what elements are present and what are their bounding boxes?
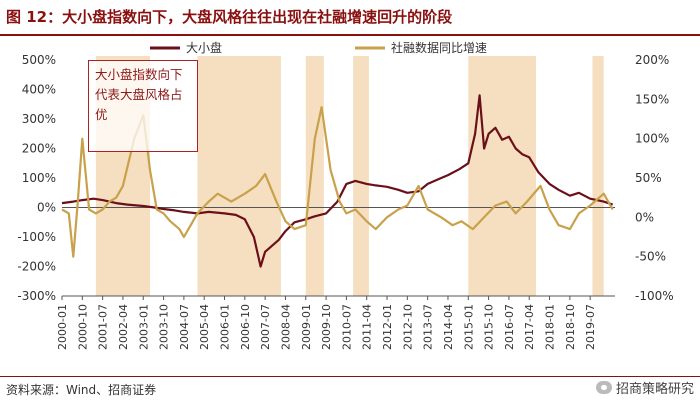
legend-label-2: 社融数据同比增速 bbox=[391, 40, 487, 55]
x-tick-label: 2011-04 bbox=[361, 304, 374, 350]
x-tick-label: 2017-04 bbox=[523, 304, 536, 350]
chart-annotation: 大小盘指数向下代表大盘风格占优 bbox=[88, 60, 198, 152]
x-tick-label: 2016-07 bbox=[503, 304, 516, 350]
x-tick-label: 2007-07 bbox=[259, 304, 272, 350]
x-tick-label: 2013-07 bbox=[422, 304, 435, 350]
page-title: 图 12：大小盘指数向下，大盘风格往往出现在社融增速回升的阶段 bbox=[6, 8, 453, 26]
legend-label-1: 大小盘 bbox=[186, 40, 222, 55]
x-tick-label: 2009-01 bbox=[300, 304, 313, 350]
shaded-period-4 bbox=[468, 56, 536, 296]
x-tick-label: 2010-07 bbox=[340, 304, 353, 350]
wechat-icon bbox=[595, 381, 612, 394]
x-tick-label: 2003-01 bbox=[137, 304, 150, 350]
y-left-tick-label: 200% bbox=[22, 142, 56, 156]
title-divider bbox=[0, 34, 700, 36]
y-left-tick-label: -100% bbox=[17, 230, 56, 244]
chart-legend: 大小盘 社融数据同比增速 bbox=[150, 40, 487, 55]
y-left-tick-label: -300% bbox=[17, 289, 56, 303]
y-right-tick-label: 150% bbox=[635, 92, 669, 106]
x-tick-label: 2000-10 bbox=[76, 304, 89, 350]
shaded-period-5 bbox=[592, 56, 604, 296]
series-line-1 bbox=[61, 94, 614, 268]
shaded-period-3 bbox=[353, 56, 369, 296]
shaded-period-1 bbox=[197, 56, 281, 296]
y-right-tick-label: -100% bbox=[635, 289, 674, 303]
x-tick-label: 2002-04 bbox=[117, 304, 130, 350]
y-left-tick-label: 300% bbox=[22, 112, 56, 126]
y-right-tick-label: 100% bbox=[635, 132, 669, 146]
title-bar: 图 12：大小盘指数向下，大盘风格往往出现在社融增速回升的阶段 bbox=[0, 0, 700, 36]
series-lines bbox=[61, 94, 614, 268]
y-left-tick-label: 500% bbox=[22, 53, 56, 67]
y-right-tick-label: -50% bbox=[635, 250, 666, 264]
x-tick-label: 2012-01 bbox=[381, 304, 394, 350]
x-tick-label: 2005-04 bbox=[198, 304, 211, 350]
x-tick-label: 2015-01 bbox=[462, 304, 475, 350]
x-tick-label: 2003-10 bbox=[158, 304, 171, 350]
x-tick-label: 2004-07 bbox=[178, 304, 191, 350]
x-tick-label: 2014-04 bbox=[442, 304, 455, 350]
footer-divider bbox=[0, 376, 700, 377]
x-tick-label: 2018-10 bbox=[564, 304, 577, 350]
y-right-tick-label: 50% bbox=[635, 171, 662, 185]
y-left-tick-label: 100% bbox=[22, 171, 56, 185]
y-left-tick-label: 0% bbox=[37, 201, 56, 215]
x-tick-label: 2012-10 bbox=[401, 304, 414, 350]
x-tick-label: 2006-10 bbox=[239, 304, 252, 350]
x-tick-label: 2018-01 bbox=[544, 304, 557, 350]
x-tick-label: 2015-10 bbox=[483, 304, 496, 350]
y-right-tick-label: 200% bbox=[635, 53, 669, 67]
x-tick-label: 2008-04 bbox=[279, 304, 292, 350]
x-tick-label: 2006-01 bbox=[219, 304, 232, 350]
x-tick-label: 2019-07 bbox=[584, 304, 597, 350]
shaded-period-2 bbox=[305, 56, 324, 296]
y-right-tick-label: 0% bbox=[635, 210, 654, 224]
y-left-tick-label: 400% bbox=[22, 83, 56, 97]
dual-axis-line-chart: -300% -200% -100% 0% 100% 200% 300% 400% 500% -10… bbox=[17, 40, 674, 350]
watermark: 招商策略研究 bbox=[595, 378, 694, 397]
x-tick-label: 2001-07 bbox=[97, 304, 110, 350]
watermark-text: 招商策略研究 bbox=[615, 382, 694, 397]
source-note: 资料来源：Wind、招商证券 bbox=[6, 383, 157, 397]
x-tick-label: 2009-10 bbox=[320, 304, 333, 350]
series-line-2 bbox=[61, 106, 614, 258]
x-tick-label: 2000-01 bbox=[56, 304, 69, 350]
y-left-tick-label: -200% bbox=[17, 260, 56, 274]
